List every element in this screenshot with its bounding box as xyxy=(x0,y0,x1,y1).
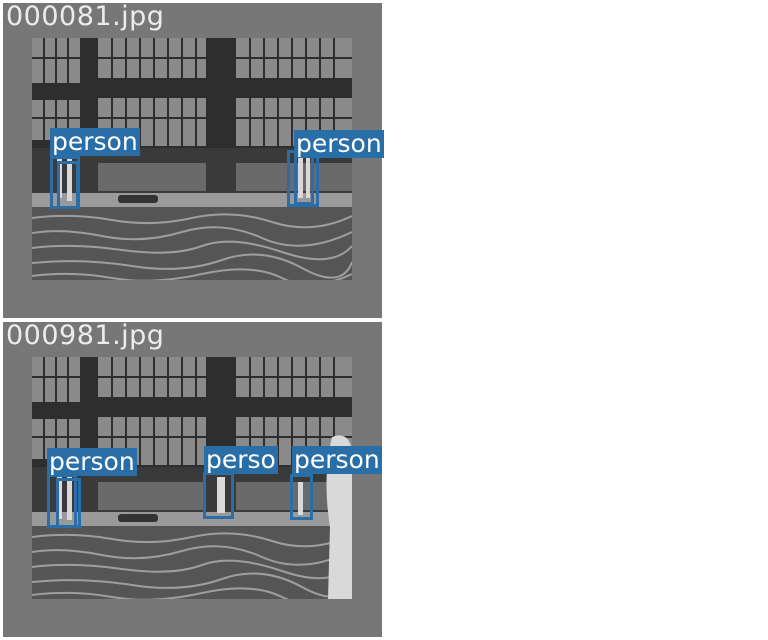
detection-label: person xyxy=(294,130,384,158)
bounding-box xyxy=(57,161,79,209)
bounding-box xyxy=(56,478,81,528)
detection-label: person xyxy=(292,446,382,474)
detection-panel-1: 000081.jpg xyxy=(3,1,384,318)
detection-label: person xyxy=(50,128,140,156)
photo xyxy=(32,357,352,599)
image-filename: 000981.jpg xyxy=(6,320,165,351)
image-filename: 000081.jpg xyxy=(6,1,165,32)
detection-label: person xyxy=(47,448,137,476)
bounding-box xyxy=(203,472,234,519)
bounding-box xyxy=(294,155,314,205)
street-scene-image xyxy=(32,357,352,599)
detection-panel-2: 000981.jpg xyxy=(3,320,382,637)
bounding-box xyxy=(290,474,313,520)
detection-label: perso xyxy=(204,446,278,474)
